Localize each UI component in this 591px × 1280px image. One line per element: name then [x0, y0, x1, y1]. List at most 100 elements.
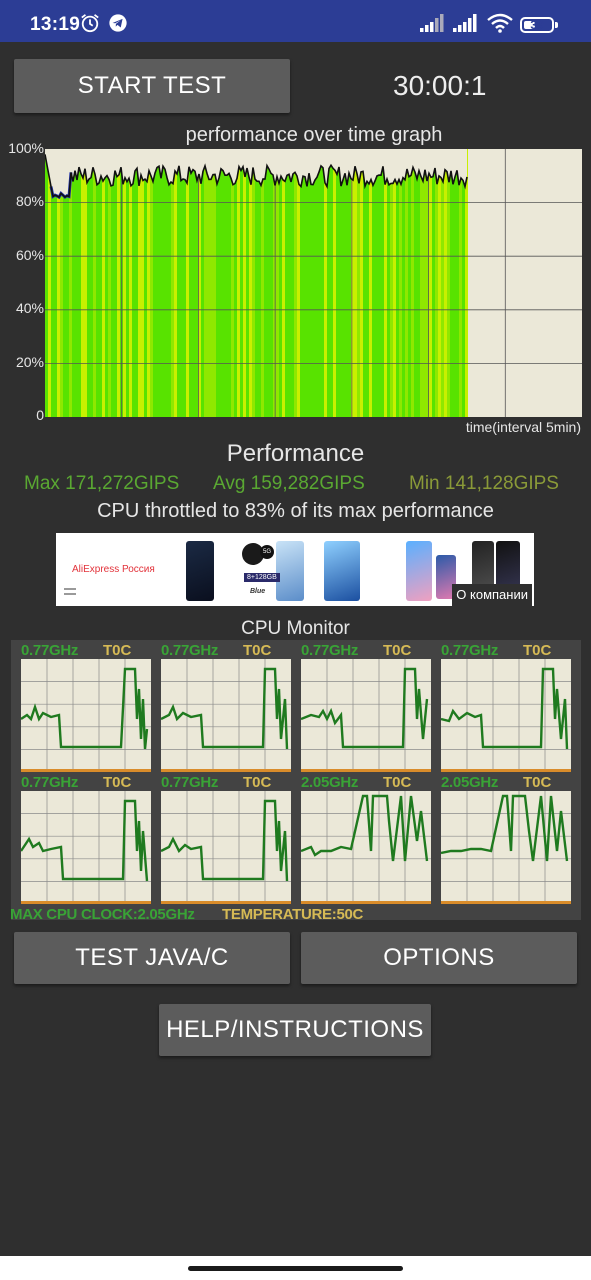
performance-fill	[204, 149, 207, 417]
performance-fill	[156, 149, 159, 417]
performance-fill	[270, 149, 273, 417]
core-graph: 0.77GHz T0C	[161, 774, 291, 904]
core-frequency: 0.77GHz	[21, 774, 79, 791]
performance-fill	[366, 149, 369, 417]
avg-performance: Avg 159,282GIPS	[213, 473, 365, 494]
performance-fill	[99, 149, 102, 417]
performance-fill	[126, 149, 129, 417]
core-graph: 0.77GHz T0C	[441, 642, 571, 772]
performance-fill	[183, 149, 186, 417]
performance-fill	[411, 149, 414, 417]
performance-fill	[252, 149, 255, 417]
performance-fill	[180, 149, 183, 417]
performance-fill	[303, 149, 306, 417]
ad-about-badge[interactable]: О компании	[452, 584, 532, 606]
help-instructions-button[interactable]: HELP/INSTRUCTIONS	[159, 1004, 431, 1056]
performance-fill	[387, 149, 390, 417]
performance-fill	[399, 149, 402, 417]
performance-fill	[342, 149, 345, 417]
throttle-status: CPU throttled to 83% of its max performa…	[97, 500, 494, 522]
performance-fill	[150, 149, 153, 417]
ad-brand: AliExpress Россия	[72, 564, 155, 575]
performance-fill	[390, 149, 393, 417]
core-temperature: T0C	[103, 774, 132, 791]
core-baseline	[301, 901, 431, 904]
performance-fill	[264, 149, 267, 417]
core-baseline	[161, 769, 291, 772]
core-frequency-line	[301, 794, 429, 862]
test-timer: 30:00:1	[393, 70, 487, 101]
performance-fill	[54, 149, 57, 417]
play-icon	[242, 543, 264, 565]
performance-fill	[441, 149, 444, 417]
performance-fill	[87, 149, 90, 417]
performance-fill	[450, 149, 453, 417]
performance-fill	[453, 149, 456, 417]
performance-fill	[456, 149, 459, 417]
core-graph-svg	[301, 659, 431, 772]
core-baseline	[161, 901, 291, 904]
performance-fill	[165, 149, 168, 417]
performance-fill	[210, 149, 213, 417]
performance-fill	[432, 149, 435, 417]
core-graph-svg	[301, 791, 431, 904]
performance-fill	[414, 149, 417, 417]
core-temperature: T0C	[523, 774, 552, 791]
performance-fill	[240, 149, 243, 417]
performance-fill	[435, 149, 438, 417]
performance-fill	[417, 149, 420, 417]
y-tick-60: 60%	[15, 247, 44, 263]
performance-fill	[423, 149, 426, 417]
performance-fill	[336, 149, 339, 417]
phone-image	[324, 541, 360, 601]
cpu-temperature: TEMPERATURE:50C	[222, 906, 364, 923]
performance-fill	[330, 149, 333, 417]
core-graph-svg	[161, 791, 291, 904]
core-graph-svg	[21, 659, 151, 772]
performance-fill	[48, 149, 51, 417]
performance-fill	[177, 149, 180, 417]
performance-fill	[216, 149, 219, 417]
performance-fill	[144, 149, 147, 417]
performance-fill	[339, 149, 342, 417]
core-baseline	[441, 901, 571, 904]
performance-fill	[285, 149, 288, 417]
performance-fill	[267, 149, 270, 417]
core-frequency: 2.05GHz	[441, 774, 499, 791]
core-temperature: T0C	[243, 642, 272, 659]
performance-fill	[69, 149, 72, 417]
performance-fill	[90, 149, 93, 417]
core-frequency-line	[161, 667, 289, 750]
core-frequency-line	[441, 667, 569, 750]
y-tick-40: 40%	[15, 300, 44, 316]
performance-fill	[369, 149, 372, 417]
x-axis-label: time(interval 5min)	[465, 419, 581, 435]
performance-fill	[246, 149, 249, 417]
performance-fill	[324, 149, 327, 417]
alarm-icon	[81, 14, 99, 33]
performance-fill	[141, 149, 144, 417]
performance-fill	[396, 149, 399, 417]
performance-fill	[378, 149, 381, 417]
performance-line	[45, 154, 468, 199]
performance-fill	[354, 149, 357, 417]
performance-fill	[114, 149, 117, 417]
core-frequency: 0.77GHz	[301, 642, 359, 659]
performance-fill	[300, 149, 303, 417]
home-gesture-bar[interactable]	[188, 1266, 403, 1271]
ad-banner[interactable]: AliExpress Россия 5G 8+128GB Blue О комп…	[56, 533, 534, 606]
performance-fill	[258, 149, 261, 417]
performance-fill	[129, 149, 132, 417]
options-button[interactable]: OPTIONS	[301, 932, 577, 984]
performance-fill	[132, 149, 135, 417]
start-test-button[interactable]: START TEST	[14, 59, 290, 113]
performance-fill	[222, 149, 225, 417]
core-graph-svg	[441, 791, 571, 904]
graph-mask	[45, 149, 467, 198]
performance-fill	[348, 149, 351, 417]
test-java-c-button[interactable]: TEST JAVA/C	[14, 932, 290, 984]
y-tick-0: 0	[36, 407, 44, 423]
status-bar: 13:19 39	[0, 0, 591, 42]
performance-graph	[45, 149, 582, 417]
core-temperature: T0C	[383, 774, 412, 791]
